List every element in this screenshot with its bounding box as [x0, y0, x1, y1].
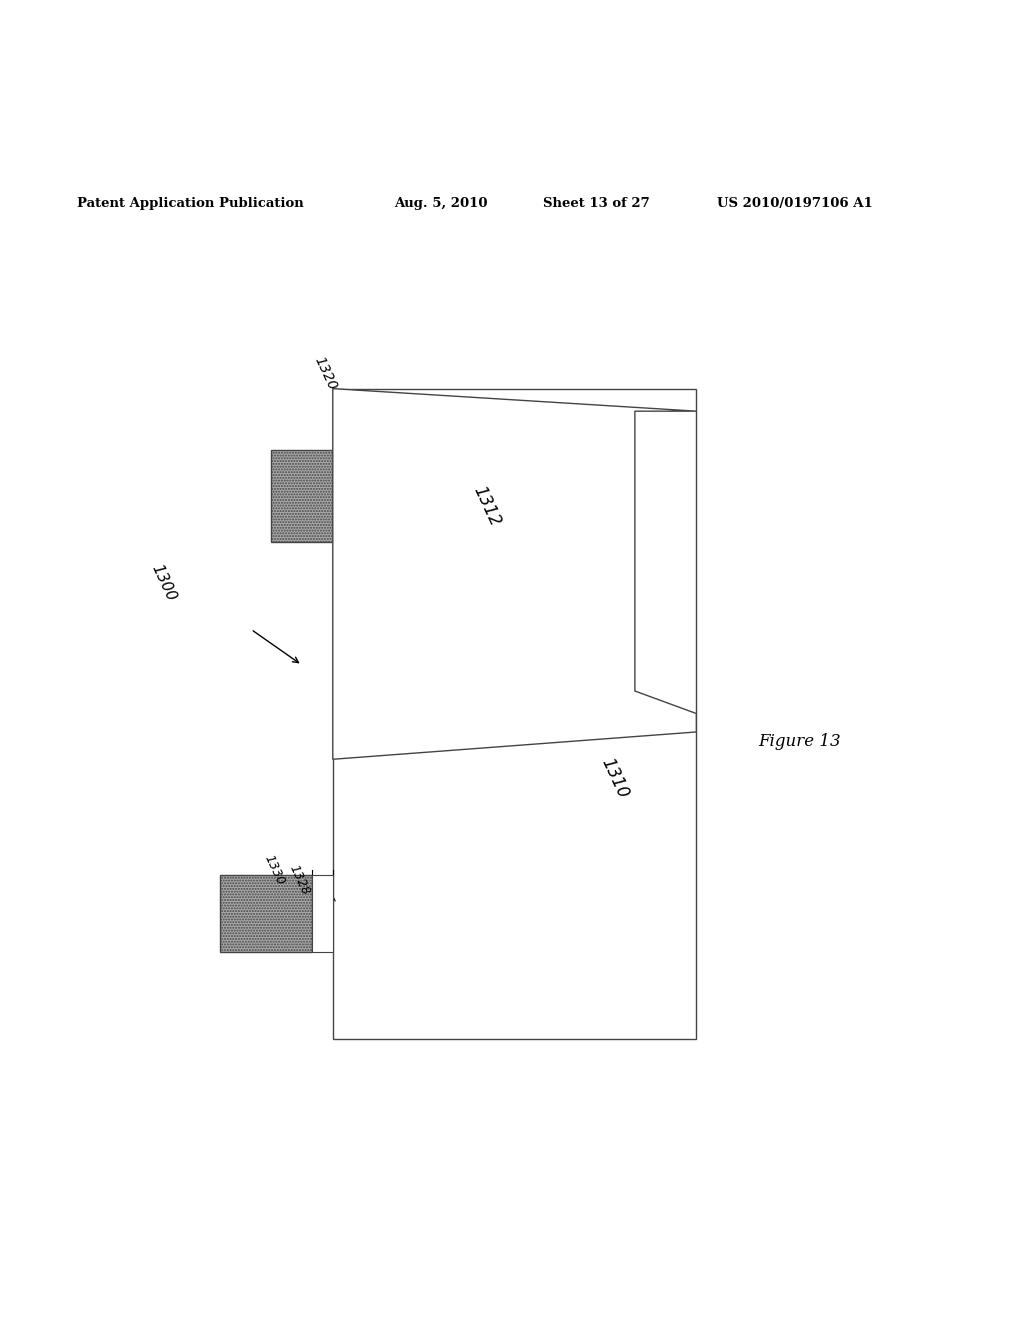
- Text: Aug. 5, 2010: Aug. 5, 2010: [394, 197, 487, 210]
- Bar: [333, 388, 696, 1039]
- Text: 1326: 1326: [311, 873, 336, 908]
- Text: 1330: 1330: [262, 853, 287, 887]
- Bar: [271, 450, 333, 543]
- Text: 1320: 1320: [311, 354, 340, 392]
- Text: Figure 13: Figure 13: [758, 734, 841, 750]
- Text: US 2010/0197106 A1: US 2010/0197106 A1: [717, 197, 872, 210]
- Bar: [220, 875, 312, 952]
- Text: 1310: 1310: [597, 755, 632, 801]
- Text: Patent Application Publication: Patent Application Publication: [77, 197, 303, 210]
- Text: 1328: 1328: [287, 863, 311, 898]
- Text: Sheet 13 of 27: Sheet 13 of 27: [543, 197, 649, 210]
- Text: 1300: 1300: [148, 562, 179, 605]
- Bar: [312, 875, 333, 952]
- Text: 1312: 1312: [469, 483, 504, 529]
- Polygon shape: [333, 388, 696, 759]
